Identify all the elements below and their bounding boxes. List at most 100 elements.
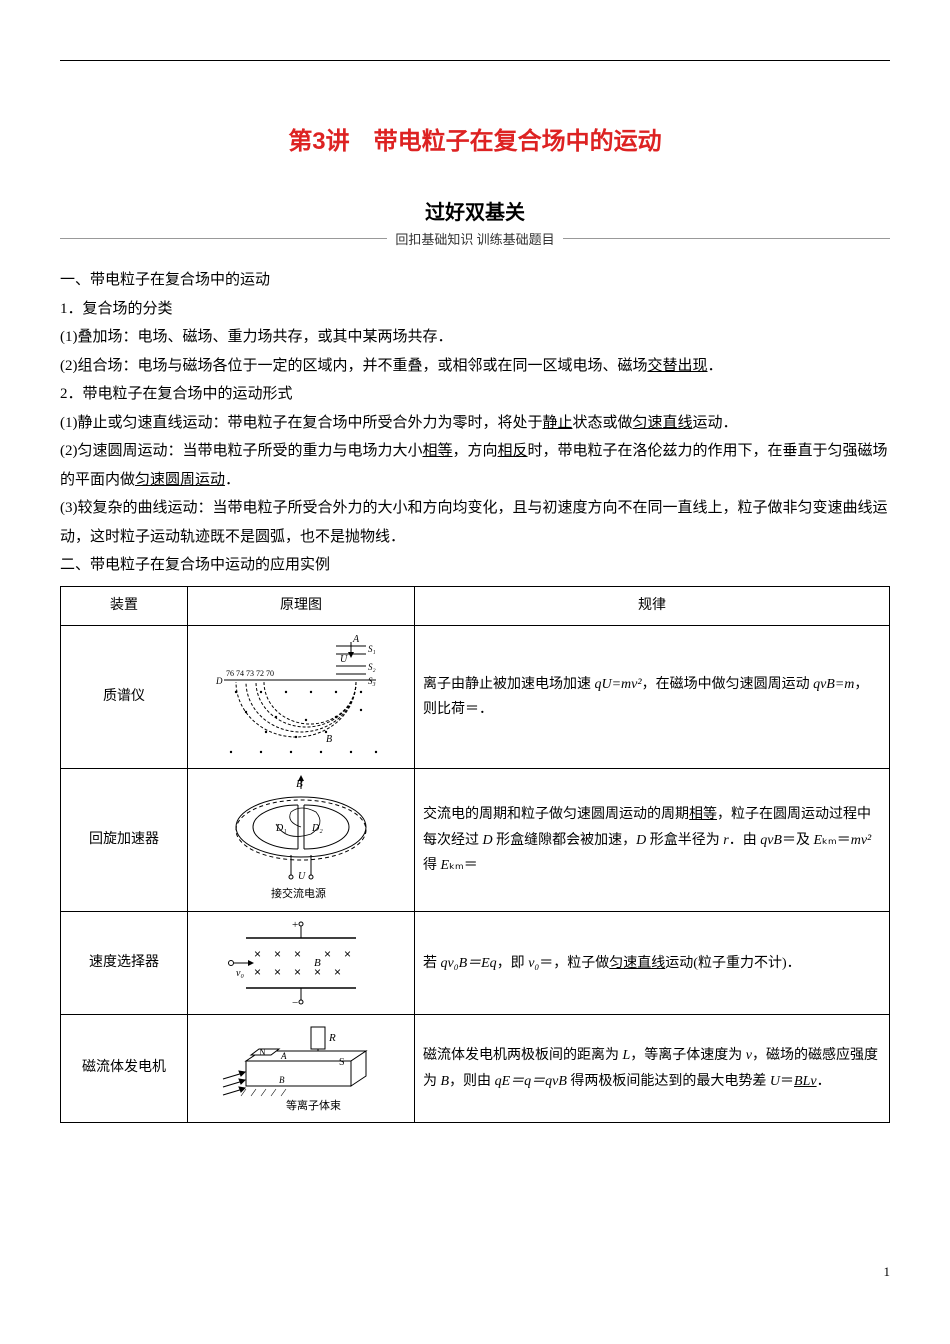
r4-f: B: [441, 1074, 450, 1089]
sec1-1-2: (2)组合场：电场与磁场各位于一定的区域内，并不重叠，或相邻或在同一区域电场、磁…: [60, 352, 890, 381]
r2-k: ＝及: [782, 833, 814, 848]
svg-text:S₂: S₂: [368, 662, 376, 672]
body-text: 一、带电粒子在复合场中的运动 1．复合场的分类 (1)叠加场：电场、磁场、重力场…: [60, 266, 890, 1123]
svg-text:等离子体束: 等离子体束: [286, 1098, 341, 1112]
diagram-cell-mass-spectrometer: A U S₁ S₂ S₃ D 76 74 73 72 70: [188, 626, 415, 769]
applications-table: 装置 原理图 规律 质谱仪 A: [60, 586, 890, 1124]
rule-cell: 交流电的周期和粒子做匀速圆周运动的周期相等，粒子在圆周运动过程中每次经过 D 形…: [415, 769, 890, 912]
sec1-2-2: (2)匀速圆周运动：当带电粒子所受的重力与电场力大小相等，方向相反时，带电粒子在…: [60, 437, 890, 494]
sec1-2-2-a: (2)匀速圆周运动：当带电粒子所受的重力与电场力大小: [60, 443, 423, 459]
svg-text:S: S: [339, 1057, 345, 1068]
svg-text:R: R: [328, 1032, 336, 1044]
sec1-2-1-a: (1)静止或匀速直线运动：带电粒子在复合场中所受合外力为零时，将处于: [60, 415, 543, 431]
page-number: 1: [884, 1264, 891, 1280]
r2-l: E: [813, 833, 822, 848]
svg-text:B: B: [314, 957, 321, 969]
th-diagram: 原理图: [188, 586, 415, 626]
r2-f: D: [636, 833, 646, 848]
rule-cell: 离子由静止被加速电场加速 qU=mv²，在磁场中做匀速圆周运动 qvB=m，则比…: [415, 626, 890, 769]
r4-g: ，则由: [449, 1074, 495, 1089]
svg-text:×: ×: [294, 965, 301, 979]
r2-n: 得: [423, 858, 441, 873]
r4-j: U: [770, 1074, 780, 1089]
svg-text:76 74 73 72 70: 76 74 73 72 70: [226, 669, 274, 678]
svg-text:×: ×: [254, 965, 261, 979]
r4-c: ，等离子体速度为: [630, 1048, 746, 1063]
svg-text:×: ×: [274, 965, 281, 979]
svg-text:A: A: [352, 634, 360, 645]
table-row: 质谱仪 A U S₁ S₂ S₃: [61, 626, 890, 769]
r3-e: ＝，粒子做: [539, 956, 609, 971]
r3-a: 若: [423, 956, 441, 971]
svg-text:×: ×: [294, 947, 301, 961]
svg-text:×: ×: [274, 947, 281, 961]
svg-text:A: A: [280, 1051, 287, 1061]
sec1-1-2-b: 交替出现: [648, 358, 708, 374]
caption-line-right: [563, 238, 890, 239]
sec1-1-2-a: (2)组合场：电场与磁场各位于一定的区域内，并不重叠，或相邻或在同一区域电场、磁…: [60, 358, 648, 374]
r3-c: ，即: [497, 956, 529, 971]
table-row: 速度选择器 + −: [61, 912, 890, 1015]
r4-k: ＝: [780, 1074, 794, 1089]
svg-text:U: U: [340, 654, 348, 665]
device-cell: 回旋加速器: [61, 769, 188, 912]
r3-f: 匀速直线: [609, 956, 665, 971]
velocity-selector-diagram: + − ××××× ××××× B: [216, 918, 386, 1008]
svg-text:×: ×: [344, 947, 351, 961]
svg-text:S₁: S₁: [368, 644, 376, 654]
sec1-2: 2．带电粒子在复合场中的运动形式: [60, 380, 890, 409]
r2-d: D: [483, 833, 493, 848]
mhd-generator-diagram: R N S A B: [211, 1021, 391, 1116]
r2-a: 交流电的周期和粒子做匀速圆周运动的周期: [423, 807, 689, 822]
r2-g: 形盒半径为: [646, 833, 723, 848]
r4-h: qE＝q＝qvB: [495, 1074, 567, 1089]
table-header-row: 装置 原理图 规律: [61, 586, 890, 626]
sec1-2-2-g: ．: [225, 472, 240, 488]
svg-text:D: D: [215, 676, 223, 686]
r2-m: mv²: [851, 833, 872, 848]
r2-o: E: [441, 858, 450, 873]
sec1-2-1-e: 运动．: [693, 415, 738, 431]
svg-text:接交流电源: 接交流电源: [271, 886, 326, 900]
svg-text:−: −: [292, 997, 298, 1008]
r2-b: 相等: [689, 807, 717, 822]
rule-cell: 磁流体发电机两极板间的距离为 L，等离子体速度为 v，磁场的磁感应强度为 B，则…: [415, 1015, 890, 1123]
svg-text:×: ×: [254, 947, 261, 961]
svg-text:B: B: [279, 1075, 285, 1085]
subheading: 过好双基关: [60, 196, 890, 225]
device-cell: 速度选择器: [61, 912, 188, 1015]
r3-d: v₀: [528, 956, 539, 971]
svg-text:U: U: [298, 871, 306, 882]
svg-text:+: +: [292, 919, 298, 931]
diagram-cell-cyclotron: B D₁ D₂: [188, 769, 415, 912]
table-row: 回旋加速器 B: [61, 769, 890, 912]
sec1-2-1: (1)静止或匀速直线运动：带电粒子在复合场中所受合外力为零时，将处于静止状态或做…: [60, 409, 890, 438]
sec1-2-1-b: 静止: [543, 415, 573, 431]
sec1-2-2-d: 相反: [498, 443, 528, 459]
svg-text:S₃: S₃: [368, 676, 376, 686]
svg-text:B: B: [326, 734, 332, 745]
r1-c: ，在磁场中做匀速圆周运动: [642, 677, 814, 692]
sec1-1-2-c: ．: [708, 358, 723, 374]
sec1-1: 1．复合场的分类: [60, 295, 890, 324]
svg-text:×: ×: [324, 947, 331, 961]
r3-g: 运动(粒子重力不计)．: [665, 956, 800, 971]
cyclotron-diagram: B D₁ D₂: [216, 775, 386, 905]
section-1-heading: 一、带电粒子在复合场中的运动: [60, 266, 890, 295]
r4-i: 得两极板间能达到的最大电势差: [567, 1074, 770, 1089]
svg-text:v₀: v₀: [236, 968, 244, 979]
r4-m: ．: [817, 1074, 831, 1089]
sec1-2-2-b: 相等: [423, 443, 453, 459]
sec1-2-1-d: 匀速直线: [633, 415, 693, 431]
r1-d: qvB=m: [813, 677, 854, 692]
r2-i: ．由: [729, 833, 761, 848]
r2-e: 形盒缝隙都会被加速，: [493, 833, 637, 848]
section-2-heading: 二、带电粒子在复合场中运动的应用实例: [60, 551, 890, 580]
page: 第3讲 带电粒子在复合场中的运动 过好双基关 回扣基础知识 训练基础题目 一、带…: [0, 0, 950, 1300]
device-cell: 质谱仪: [61, 626, 188, 769]
table-row: 磁流体发电机 R N: [61, 1015, 890, 1123]
subheading-caption-row: 回扣基础知识 训练基础题目: [60, 229, 890, 248]
lecture-title: 第3讲 带电粒子在复合场中的运动: [60, 121, 890, 156]
diagram-cell-velocity-selector: + − ××××× ××××× B: [188, 912, 415, 1015]
r2-o2: ₖₘ＝: [449, 858, 478, 873]
